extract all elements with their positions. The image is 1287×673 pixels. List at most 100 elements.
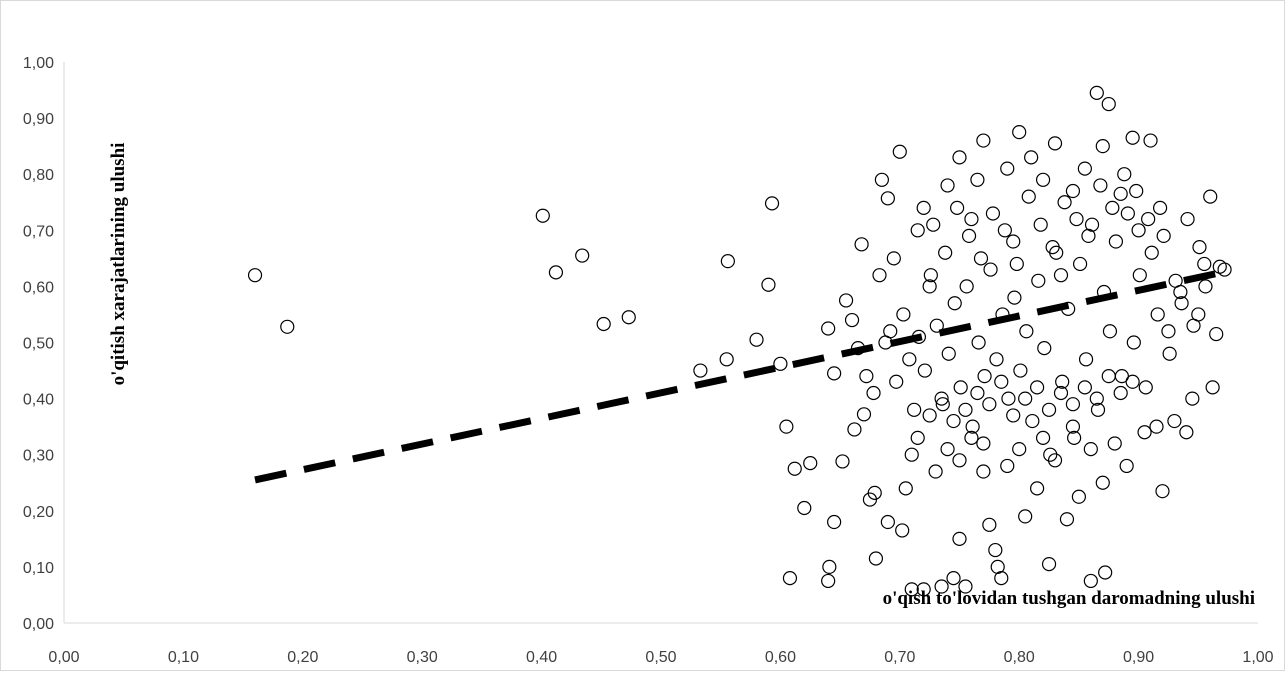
data-point: [1012, 441, 1027, 457]
data-point: [1057, 195, 1072, 210]
data-point: [973, 251, 989, 266]
data-point: [1007, 290, 1022, 305]
data-point: [1043, 447, 1058, 462]
data-point: [880, 514, 895, 530]
data-point: [1192, 240, 1207, 255]
y-tick-label: 1,00: [23, 55, 54, 72]
data-point: [923, 268, 938, 283]
data-point: [693, 363, 708, 378]
data-point: [1018, 391, 1033, 406]
data-point: [720, 254, 735, 269]
data-point: [889, 374, 904, 389]
data-point: [821, 321, 836, 336]
data-point: [1089, 85, 1104, 100]
data-point: [952, 150, 967, 165]
data-point: [1083, 573, 1098, 589]
data-point: [1021, 189, 1036, 204]
x-tick-label: 0,10: [168, 649, 199, 666]
y-tick-label: 0,90: [23, 111, 54, 128]
data-point: [247, 268, 263, 283]
y-tick-label: 0,10: [23, 560, 54, 577]
data-point: [773, 356, 788, 371]
data-point: [1012, 125, 1027, 140]
data-point: [1089, 391, 1104, 406]
data-point: [1217, 262, 1232, 277]
data-point: [946, 413, 961, 429]
data-point: [970, 385, 985, 401]
data-point: [872, 268, 887, 283]
data-point: [946, 571, 961, 586]
data-point: [1095, 475, 1110, 490]
data-point: [874, 172, 889, 187]
data-point: [1053, 268, 1069, 283]
data-point: [719, 352, 734, 367]
x-tick-label: 0,60: [765, 649, 796, 666]
data-point: [1179, 425, 1194, 440]
data-point: [868, 551, 884, 566]
data-point: [1105, 200, 1120, 215]
data-point: [1119, 458, 1134, 474]
data-point: [827, 366, 842, 381]
data-point: [883, 324, 898, 339]
data-point: [934, 579, 949, 594]
data-point: [976, 436, 991, 451]
data-point: [1081, 228, 1096, 244]
data-point: [938, 245, 953, 260]
y-tick-label: 0,60: [23, 279, 54, 296]
data-point: [1143, 133, 1158, 148]
data-point: [847, 422, 862, 437]
y-tick-label: 0,80: [23, 167, 54, 184]
data-point: [1125, 130, 1140, 145]
data-point: [1035, 172, 1051, 187]
data-point: [886, 251, 901, 266]
data-point: [1065, 419, 1081, 434]
data-point: [1071, 489, 1087, 504]
data-point: [1144, 245, 1159, 260]
data-point: [958, 402, 973, 417]
data-point: [1037, 341, 1052, 356]
data-point: [1053, 385, 1069, 401]
x-tick-labels: 0,00 0,10 0,20 0,30 0,40 0,50 0,60 0,70 0,80 0,90…: [48, 649, 1273, 666]
data-point: [1108, 234, 1124, 249]
y-tick-label: 0,20: [23, 504, 54, 521]
data-point: [964, 430, 979, 445]
data-point: [787, 461, 802, 476]
data-point: [959, 279, 974, 294]
data-point: [1129, 183, 1144, 199]
data-point: [280, 319, 295, 334]
data-point: [898, 481, 913, 496]
data-point: [1000, 458, 1015, 474]
data-point: [910, 430, 925, 445]
data-point: [1152, 200, 1168, 215]
data-point: [1077, 380, 1092, 395]
data-point: [1006, 234, 1021, 249]
data-point: [952, 531, 967, 546]
data-point: [1126, 335, 1141, 350]
data-point: [1078, 352, 1094, 367]
data-point: [1167, 413, 1182, 429]
data-point: [961, 228, 977, 244]
data-point: [976, 133, 991, 148]
data-point: [1132, 268, 1147, 283]
y-tick-label: 0,70: [23, 223, 54, 240]
data-point: [934, 391, 949, 406]
data-point: [997, 223, 1012, 238]
data-point: [1009, 256, 1024, 272]
data-point: [971, 335, 986, 350]
x-tick-label: 0,50: [645, 649, 676, 666]
data-point: [1203, 189, 1218, 204]
data-point: [982, 517, 997, 532]
data-point: [953, 380, 968, 395]
data-point: [596, 316, 611, 332]
x-axis-title: o'qish to'lovidan tushgan daromadning ul…: [883, 588, 1255, 609]
data-point: [1093, 178, 1108, 193]
data-point: [1041, 402, 1057, 417]
data-point: [1090, 402, 1106, 417]
data-point: [1055, 374, 1070, 389]
data-point: [821, 573, 836, 589]
data-point: [1067, 430, 1082, 445]
data-point: [1025, 413, 1040, 429]
data-point: [866, 385, 881, 401]
data-point: [1150, 307, 1165, 322]
